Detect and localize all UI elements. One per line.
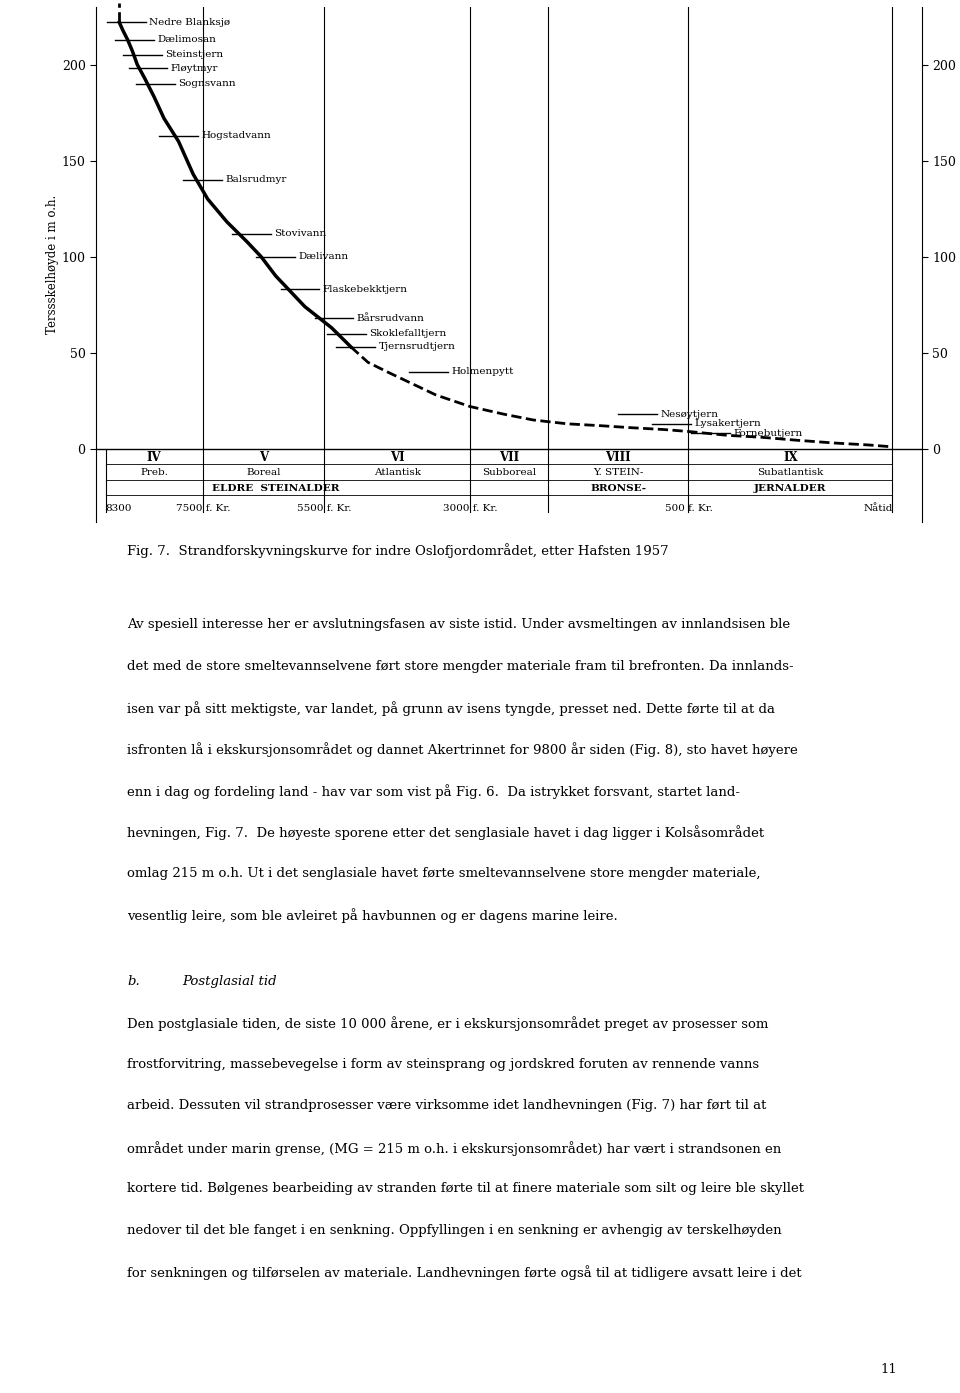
Text: Balsrudmyr: Balsrudmyr — [226, 176, 287, 184]
Text: Holmenpytt: Holmenpytt — [451, 368, 514, 376]
Text: Hogstadvann: Hogstadvann — [202, 131, 271, 141]
Text: Nesøytjern: Nesøytjern — [660, 410, 718, 419]
Text: VII: VII — [499, 451, 518, 464]
Text: Den postglasiale tiden, de siste 10 000 årene, er i ekskursjonsområdet preget av: Den postglasiale tiden, de siste 10 000 … — [128, 1017, 769, 1031]
Text: Steinstjern: Steinstjern — [165, 50, 223, 60]
Text: enn i dag og fordeling land - hav var som vist på Fig. 6.  Da istrykket forsvant: enn i dag og fordeling land - hav var so… — [128, 784, 740, 798]
Text: VIII: VIII — [605, 451, 631, 464]
Text: 11: 11 — [880, 1362, 897, 1376]
Text: Stovivann: Stovivann — [275, 228, 326, 238]
Text: kortere tid. Bølgenes bearbeiding av stranden førte til at finere materiale som : kortere tid. Bølgenes bearbeiding av str… — [128, 1183, 804, 1195]
Text: Skoklefalltjern: Skoklefalltjern — [369, 329, 446, 338]
Text: Fløytmyr: Fløytmyr — [171, 64, 218, 72]
Text: Bårsrudvann: Bårsrudvann — [357, 313, 424, 323]
Text: omlag 215 m o.h. Ut i det senglasiale havet førte smeltevannselvene store mengde: omlag 215 m o.h. Ut i det senglasiale ha… — [128, 866, 761, 880]
Text: for senkningen og tilførselen av materiale. Landhevningen førte også til at tidl: for senkningen og tilførselen av materia… — [128, 1265, 802, 1280]
Y-axis label: Terssskelhøyde i m o.h.: Terssskelhøyde i m o.h. — [46, 195, 59, 334]
Text: nedover til det ble fanget i en senkning. Oppfyllingen i en senkning er avhengig: nedover til det ble fanget i en senkning… — [128, 1223, 782, 1237]
Text: 5500 f. Kr.: 5500 f. Kr. — [297, 504, 351, 513]
Text: IX: IX — [783, 451, 798, 464]
Text: Fig. 7.  Strandforskyvningskurve for indre Oslofjordområdet, etter Hafsten 1957: Fig. 7. Strandforskyvningskurve for indr… — [128, 543, 669, 559]
Text: Preb.: Preb. — [140, 468, 168, 478]
Text: Postglasial tid: Postglasial tid — [182, 975, 277, 988]
Text: BRONSE-: BRONSE- — [590, 483, 646, 493]
Text: IV: IV — [147, 451, 161, 464]
Text: VI: VI — [390, 451, 404, 464]
Text: Fornebutjern: Fornebutjern — [733, 429, 803, 437]
Text: frostforvitring, massebevegelse i form av steinsprang og jordskred foruten av re: frostforvitring, massebevegelse i form a… — [128, 1057, 759, 1071]
Text: Dælivann: Dælivann — [299, 252, 348, 260]
Text: Lysakertjern: Lysakertjern — [694, 419, 761, 428]
Text: arbeid. Dessuten vil strandprosesser være virksomme idet landhevningen (Fig. 7) : arbeid. Dessuten vil strandprosesser vær… — [128, 1099, 767, 1112]
Text: Boreal: Boreal — [247, 468, 280, 478]
Text: isfronten lå i ekskursjonsområdet og dannet Akertrinnet for 9800 år siden (Fig. : isfronten lå i ekskursjonsområdet og dan… — [128, 742, 798, 758]
Text: b.: b. — [128, 975, 140, 988]
Text: JERNALDER: JERNALDER — [755, 483, 827, 493]
Text: Flaskebekktjern: Flaskebekktjern — [323, 284, 408, 294]
Text: det med de store smeltevannselvene ført store mengder materiale fram til brefron: det med de store smeltevannselvene ført … — [128, 659, 794, 673]
Text: Subatlantisk: Subatlantisk — [757, 468, 824, 478]
Text: Subboreal: Subboreal — [482, 468, 536, 478]
Text: vesentlig leire, som ble avleiret på havbunnen og er dagens marine leire.: vesentlig leire, som ble avleiret på hav… — [128, 908, 618, 924]
Text: ELDRE  STEINALDER: ELDRE STEINALDER — [212, 483, 340, 493]
Text: Av spesiell interesse her er avslutningsfasen av siste istid. Under avsmeltingen: Av spesiell interesse her er avslutnings… — [128, 618, 790, 631]
Text: hevningen, Fig. 7.  De høyeste sporene etter det senglasiale havet i dag ligger : hevningen, Fig. 7. De høyeste sporene et… — [128, 826, 764, 840]
Text: 8300: 8300 — [106, 504, 132, 513]
Text: 3000 f. Kr.: 3000 f. Kr. — [443, 504, 497, 513]
Text: området under marin grense, (MG = 215 m o.h. i ekskursjonsområdet) har vært i st: området under marin grense, (MG = 215 m … — [128, 1141, 781, 1156]
Text: Tjernsrudtjern: Tjernsrudtjern — [378, 343, 456, 351]
Text: Nåtid: Nåtid — [863, 504, 893, 513]
Text: Y. STEIN-: Y. STEIN- — [593, 468, 643, 478]
Text: Nedre Blanksjø: Nedre Blanksjø — [150, 18, 230, 26]
Text: 7500 f. Kr.: 7500 f. Kr. — [176, 504, 230, 513]
Text: Sognsvann: Sognsvann — [179, 79, 236, 88]
Text: Atlantisk: Atlantisk — [373, 468, 420, 478]
Text: V: V — [259, 451, 268, 464]
Text: isen var på sitt mektigste, var landet, på grunn av isens tyngde, presset ned. D: isen var på sitt mektigste, var landet, … — [128, 701, 776, 716]
Text: 500 f. Kr.: 500 f. Kr. — [664, 504, 712, 513]
Text: Dælimosan: Dælimosan — [157, 35, 217, 45]
